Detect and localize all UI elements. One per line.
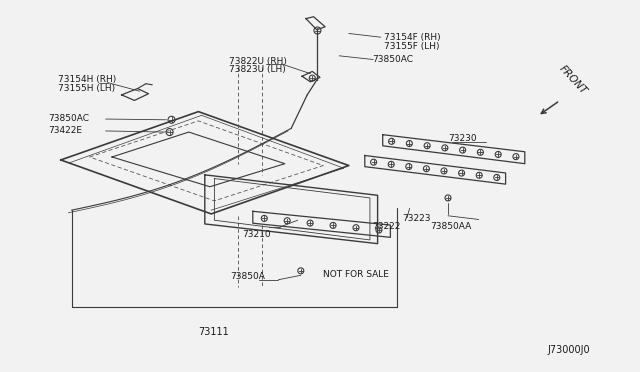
Text: 73823U (LH): 73823U (LH) <box>229 65 286 74</box>
Text: 73822U (RH): 73822U (RH) <box>229 57 287 66</box>
Text: 73155H (LH): 73155H (LH) <box>58 84 115 93</box>
Text: 73155F (LH): 73155F (LH) <box>384 42 440 51</box>
Text: 73850A: 73850A <box>230 272 265 280</box>
Text: 73850AC: 73850AC <box>372 55 413 64</box>
Text: 73422E: 73422E <box>48 126 82 135</box>
Text: 73154F (RH): 73154F (RH) <box>384 33 440 42</box>
Text: 73230: 73230 <box>448 134 477 143</box>
Text: 73850AC: 73850AC <box>48 114 89 123</box>
Text: 73222: 73222 <box>372 222 401 231</box>
Text: 73210: 73210 <box>242 230 271 239</box>
Text: 73223: 73223 <box>402 214 431 223</box>
Text: 73111: 73111 <box>198 327 229 337</box>
Text: FRONT: FRONT <box>557 64 588 97</box>
Text: NOT FOR SALE: NOT FOR SALE <box>323 270 389 279</box>
Text: 73850AA: 73850AA <box>430 222 471 231</box>
Text: 73154H (RH): 73154H (RH) <box>58 76 116 84</box>
Text: J73000J0: J73000J0 <box>548 346 591 355</box>
